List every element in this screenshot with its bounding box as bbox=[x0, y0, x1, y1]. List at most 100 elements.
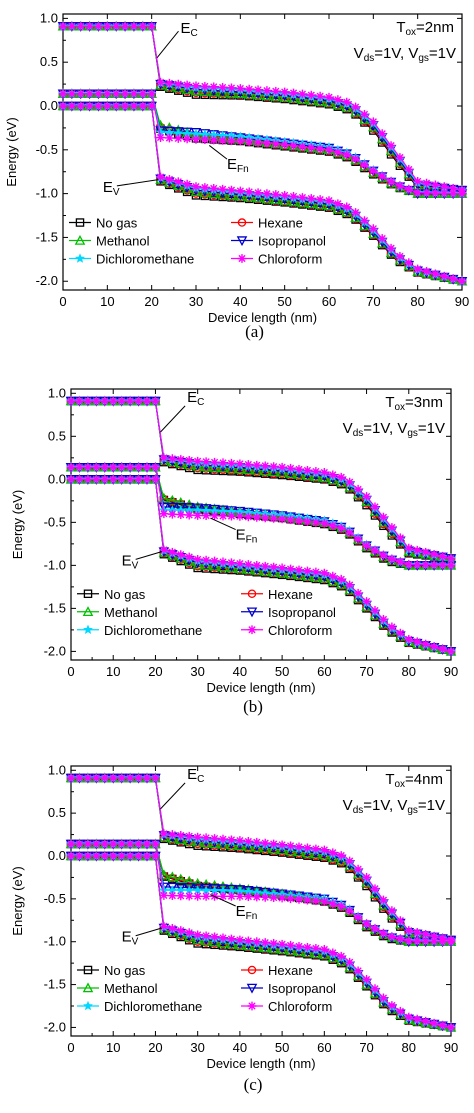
data-point bbox=[286, 940, 295, 950]
data-point bbox=[324, 92, 334, 102]
data-point bbox=[253, 85, 263, 95]
data-point bbox=[100, 773, 110, 783]
x-tick-label: 30 bbox=[190, 1040, 204, 1055]
data-point bbox=[134, 851, 143, 861]
data-point bbox=[243, 837, 253, 846]
data-point bbox=[94, 89, 103, 99]
data-point bbox=[260, 892, 270, 902]
data-point bbox=[184, 456, 194, 465]
data-point bbox=[102, 21, 112, 31]
data-point bbox=[108, 851, 118, 861]
data-point bbox=[311, 567, 321, 577]
data-point bbox=[303, 843, 312, 853]
efn-arrow bbox=[210, 517, 236, 531]
data-point bbox=[387, 932, 397, 942]
data-point bbox=[404, 543, 414, 553]
legend-marker bbox=[236, 236, 248, 247]
data-point bbox=[184, 552, 194, 562]
legend-marker bbox=[83, 965, 93, 975]
data-point bbox=[379, 993, 388, 1003]
data-point bbox=[328, 521, 338, 531]
data-point bbox=[260, 561, 270, 571]
data-point bbox=[209, 135, 219, 145]
data-point bbox=[315, 195, 325, 204]
data-point bbox=[395, 181, 405, 191]
data-point bbox=[58, 89, 68, 99]
data-point bbox=[100, 462, 110, 472]
data-point bbox=[269, 462, 279, 471]
data-point bbox=[311, 896, 321, 906]
data-point bbox=[438, 552, 447, 561]
data-point bbox=[151, 474, 160, 484]
data-point bbox=[91, 851, 101, 861]
data-point bbox=[387, 554, 397, 564]
panel-caption: (b) bbox=[243, 697, 263, 716]
data-point bbox=[176, 550, 186, 560]
data-point bbox=[117, 462, 127, 472]
y-tick-label: -1.0 bbox=[44, 934, 66, 949]
data-point bbox=[328, 470, 338, 480]
data-point bbox=[395, 934, 405, 944]
data-point bbox=[252, 560, 262, 570]
data-point bbox=[311, 944, 321, 953]
y-tick-label: 1.0 bbox=[48, 762, 66, 777]
panel-caption: (a) bbox=[245, 322, 264, 341]
data-point bbox=[235, 511, 245, 521]
data-point bbox=[235, 935, 245, 945]
data-point bbox=[176, 891, 186, 901]
data-point bbox=[252, 460, 262, 470]
data-point bbox=[227, 83, 236, 93]
y-tick-label: 0.0 bbox=[40, 98, 58, 113]
data-point bbox=[379, 928, 388, 938]
data-point bbox=[404, 936, 414, 946]
ev-label: EV bbox=[122, 552, 139, 571]
series-chloroform bbox=[66, 396, 456, 656]
data-point bbox=[277, 563, 287, 573]
data-point bbox=[315, 91, 325, 101]
data-point bbox=[200, 883, 212, 894]
y-tick-label: 0.0 bbox=[48, 848, 66, 863]
data-point bbox=[218, 557, 228, 567]
data-point bbox=[243, 892, 253, 902]
data-point bbox=[324, 145, 334, 155]
data-point bbox=[235, 84, 245, 93]
data-point bbox=[147, 89, 157, 99]
data-point bbox=[156, 77, 165, 87]
data-point bbox=[448, 274, 458, 284]
data-point bbox=[286, 841, 295, 851]
data-point bbox=[176, 831, 186, 840]
legend-entry: Hexane bbox=[268, 587, 313, 602]
data-point bbox=[303, 465, 312, 475]
data-point bbox=[117, 773, 127, 783]
data-point bbox=[446, 554, 456, 563]
data-point bbox=[66, 396, 76, 406]
ec-label: EC bbox=[187, 766, 204, 785]
data-point bbox=[429, 1018, 439, 1028]
data-point bbox=[353, 966, 363, 976]
x-tick-label: 50 bbox=[275, 1040, 289, 1055]
data-point bbox=[336, 472, 346, 482]
data-point bbox=[387, 1001, 397, 1010]
data-point bbox=[117, 474, 127, 484]
data-point bbox=[66, 839, 76, 849]
legend-marker bbox=[83, 1000, 93, 1011]
legend-entry: Chloroform bbox=[268, 999, 332, 1014]
data-point bbox=[395, 557, 405, 567]
data-point bbox=[94, 101, 103, 111]
data-point bbox=[227, 458, 236, 468]
data-point bbox=[286, 894, 295, 904]
data-point bbox=[85, 101, 94, 111]
legend-marker bbox=[75, 253, 85, 263]
data-point bbox=[66, 462, 76, 472]
data-point bbox=[429, 560, 439, 570]
data-point bbox=[429, 549, 439, 559]
data-point bbox=[395, 628, 405, 638]
data-point bbox=[431, 188, 440, 198]
data-point bbox=[151, 462, 160, 472]
data-point bbox=[67, 101, 77, 111]
data-point bbox=[209, 183, 219, 193]
data-point bbox=[438, 644, 447, 654]
data-point bbox=[336, 951, 346, 961]
data-point bbox=[156, 133, 165, 142]
